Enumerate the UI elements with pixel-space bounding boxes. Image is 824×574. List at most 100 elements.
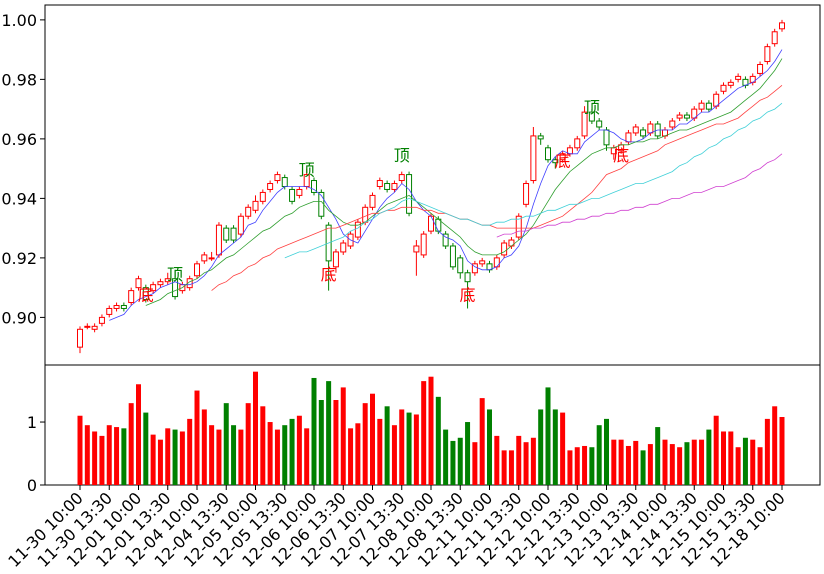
volume-bar [618, 439, 624, 485]
volume-bar [362, 403, 368, 485]
candle-body [676, 114, 683, 119]
candle-body [428, 215, 434, 232]
signal-annotation: 顶 [299, 161, 315, 180]
candle-body [764, 46, 771, 63]
volume-bar [508, 450, 514, 485]
volume-bar [114, 427, 120, 485]
candle-body [501, 242, 508, 256]
signal-annotation: 底 [138, 286, 154, 305]
candle-body [698, 102, 705, 110]
volume-bar [413, 414, 419, 485]
volume-bar [574, 447, 580, 485]
volume-bar [764, 418, 770, 485]
candle-body [727, 81, 734, 86]
candle-body [596, 120, 603, 128]
candle-body [545, 147, 551, 161]
volume-bar [209, 425, 215, 485]
volume-bar [596, 425, 602, 485]
candle-body [223, 227, 230, 241]
volume-bar [223, 403, 229, 485]
candle-body [157, 281, 164, 286]
volume-bar [194, 390, 200, 485]
volume-bar [669, 444, 675, 485]
candle-body [376, 180, 383, 187]
volume-bar [633, 440, 639, 485]
candle-body [588, 111, 595, 122]
y-tick-label: 0.96 [1, 130, 37, 149]
volume-bar [472, 442, 478, 485]
y-tick-label: 0.94 [1, 189, 37, 208]
candle-body [172, 278, 179, 298]
volume-bar [735, 447, 741, 485]
signal-annotation: 顶 [394, 146, 410, 165]
candle-body [449, 245, 456, 268]
volume-bar [443, 429, 449, 485]
candle-body [230, 227, 237, 241]
candle-body [464, 272, 471, 283]
volume-bar [516, 435, 522, 485]
y-tick-label: 1.00 [1, 11, 37, 30]
volume-bar [530, 437, 536, 485]
candle-body [735, 75, 742, 80]
signal-annotation: 顶 [167, 265, 183, 284]
candle-body [779, 22, 785, 30]
candle-body [245, 206, 252, 217]
volume-bar [150, 434, 156, 485]
volume-bar [545, 387, 551, 485]
candle-body [640, 129, 647, 137]
candle-body [91, 325, 98, 330]
y-tick-label: 0.90 [1, 308, 37, 327]
candle-body [208, 257, 215, 260]
volume-bar [772, 406, 778, 485]
candle-body [289, 188, 296, 202]
volume-bar [296, 415, 302, 485]
volume-bar [421, 381, 427, 485]
candle-body [259, 191, 266, 202]
volume-bar [567, 450, 573, 485]
y-tick-label: 0 [27, 476, 37, 495]
candle-body [581, 111, 588, 137]
y-tick-label: 0.98 [1, 70, 37, 89]
volume-bar [136, 384, 141, 485]
candle-body [332, 251, 339, 268]
candle-body [457, 257, 464, 274]
volume-bar [216, 429, 222, 485]
candle-body [705, 102, 712, 110]
volume-bar [384, 406, 390, 485]
candle-body [537, 135, 544, 140]
volume-bar [172, 429, 178, 485]
volume-bar [282, 425, 288, 485]
volume-bar [677, 447, 683, 485]
volume-bar [179, 431, 185, 485]
candle-body [201, 254, 208, 262]
candle-body [274, 174, 281, 182]
y-tick-label: 0.92 [1, 249, 37, 268]
candle-body [574, 138, 581, 149]
volume-bar [582, 445, 588, 485]
candle-body [420, 233, 427, 256]
volume-bar [143, 412, 149, 485]
candle-body [632, 126, 639, 134]
volume-bar [450, 440, 456, 485]
ma-line [109, 49, 783, 321]
volume-bar [728, 431, 734, 485]
candle-body [77, 328, 83, 348]
ma-line [496, 153, 783, 238]
volume-bar [260, 406, 266, 485]
volume-bar [348, 428, 354, 485]
signal-annotation: 底 [555, 152, 571, 171]
candle-body [530, 135, 537, 182]
volume-bar [77, 415, 83, 485]
candle-body [215, 224, 222, 256]
volume-bar [662, 439, 668, 485]
volume-bar [128, 403, 134, 485]
candle-body [267, 183, 274, 190]
candle-body [84, 325, 91, 328]
volume-bar [318, 400, 324, 485]
candle-body [311, 180, 317, 193]
volume-bar [750, 439, 756, 485]
volume-bar [370, 393, 375, 485]
candle-body [398, 174, 405, 182]
